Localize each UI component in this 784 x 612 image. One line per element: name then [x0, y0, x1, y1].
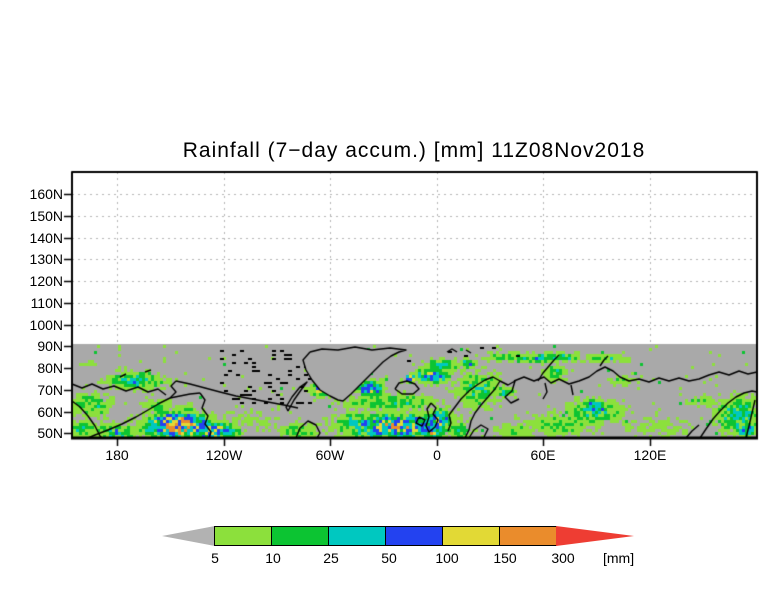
y-tick-label: 130N: [29, 251, 63, 268]
x-tick-label: 60W: [315, 447, 345, 463]
x-tick-label: 180: [105, 447, 129, 463]
y-tick-label: 90N: [37, 338, 63, 355]
y-tick-label: 50N: [37, 425, 63, 442]
colorbar-level-label: 150: [493, 550, 517, 566]
y-tick-label: 70N: [37, 381, 63, 398]
y-tick-label: 80N: [37, 360, 63, 376]
colorbar-level-label: 50: [381, 550, 397, 566]
colorbar-segment: [499, 526, 557, 546]
x-tick-label: 0: [433, 447, 441, 463]
colorbar-segment: [214, 526, 272, 546]
y-tick-label: 160N: [29, 186, 63, 202]
y-tick-label: 110N: [30, 294, 63, 311]
x-tick-label: 120W: [205, 447, 243, 463]
x-tick-label: 60E: [530, 447, 556, 463]
colorbar-overflow-arrow: [556, 526, 634, 546]
y-tick-label: 100N: [29, 316, 63, 333]
colorbar-level-label: 100: [435, 550, 459, 566]
chart-title: Rainfall (7−day accum.) [mm] 11Z08Nov201…: [182, 139, 646, 162]
colorbar-segment: [271, 526, 329, 546]
colorbar-level-label: 5: [211, 550, 219, 566]
colorbar-segment: [328, 526, 386, 546]
colorbar-level-label: 10: [265, 550, 281, 566]
colorbar-level-label: 25: [323, 550, 339, 566]
colorbar-segment: [442, 526, 500, 546]
y-tick-label: 120N: [29, 273, 63, 289]
y-tick-label: 60N: [37, 403, 63, 420]
colorbar-underflow-arrow: [162, 526, 215, 546]
colorbar-level-label: 300: [551, 550, 575, 566]
y-tick-label: 140N: [29, 229, 63, 246]
y-tick-label: 150N: [29, 207, 63, 224]
x-tick-label: 120E: [633, 447, 667, 463]
colorbar-unit-label: [mm]: [603, 550, 635, 566]
colorbar-segment: [385, 526, 443, 546]
colorbar: [162, 526, 634, 546]
